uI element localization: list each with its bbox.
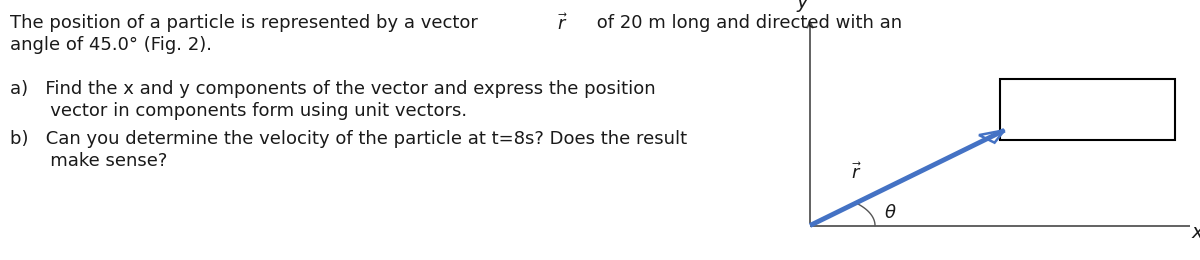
Text: vector in components form using unit vectors.: vector in components form using unit vec… (10, 102, 467, 120)
Text: make sense?: make sense? (10, 152, 167, 170)
Text: $\vec{r}$: $\vec{r}$ (851, 162, 862, 183)
Text: b)   Can you determine the velocity of the particle at t=8s? Does the result: b) Can you determine the velocity of the… (10, 130, 688, 148)
Text: $\vec{r}$: $\vec{r}$ (557, 13, 568, 34)
Text: The position of a particle is represented by a vector: The position of a particle is represente… (10, 14, 484, 32)
Text: x: x (1192, 223, 1200, 242)
Text: a)   Find the x and y components of the vector and express the position: a) Find the x and y components of the ve… (10, 80, 655, 98)
Text: Fig. 2: Fig. 2 (1061, 100, 1114, 119)
Text: θ: θ (886, 204, 896, 222)
Text: of 20 m long and directed with an: of 20 m long and directed with an (590, 14, 902, 32)
Text: y: y (797, 0, 809, 12)
Bar (1000, 79, 1175, 140)
Text: angle of 45.0° (Fig. 2).: angle of 45.0° (Fig. 2). (10, 36, 212, 54)
